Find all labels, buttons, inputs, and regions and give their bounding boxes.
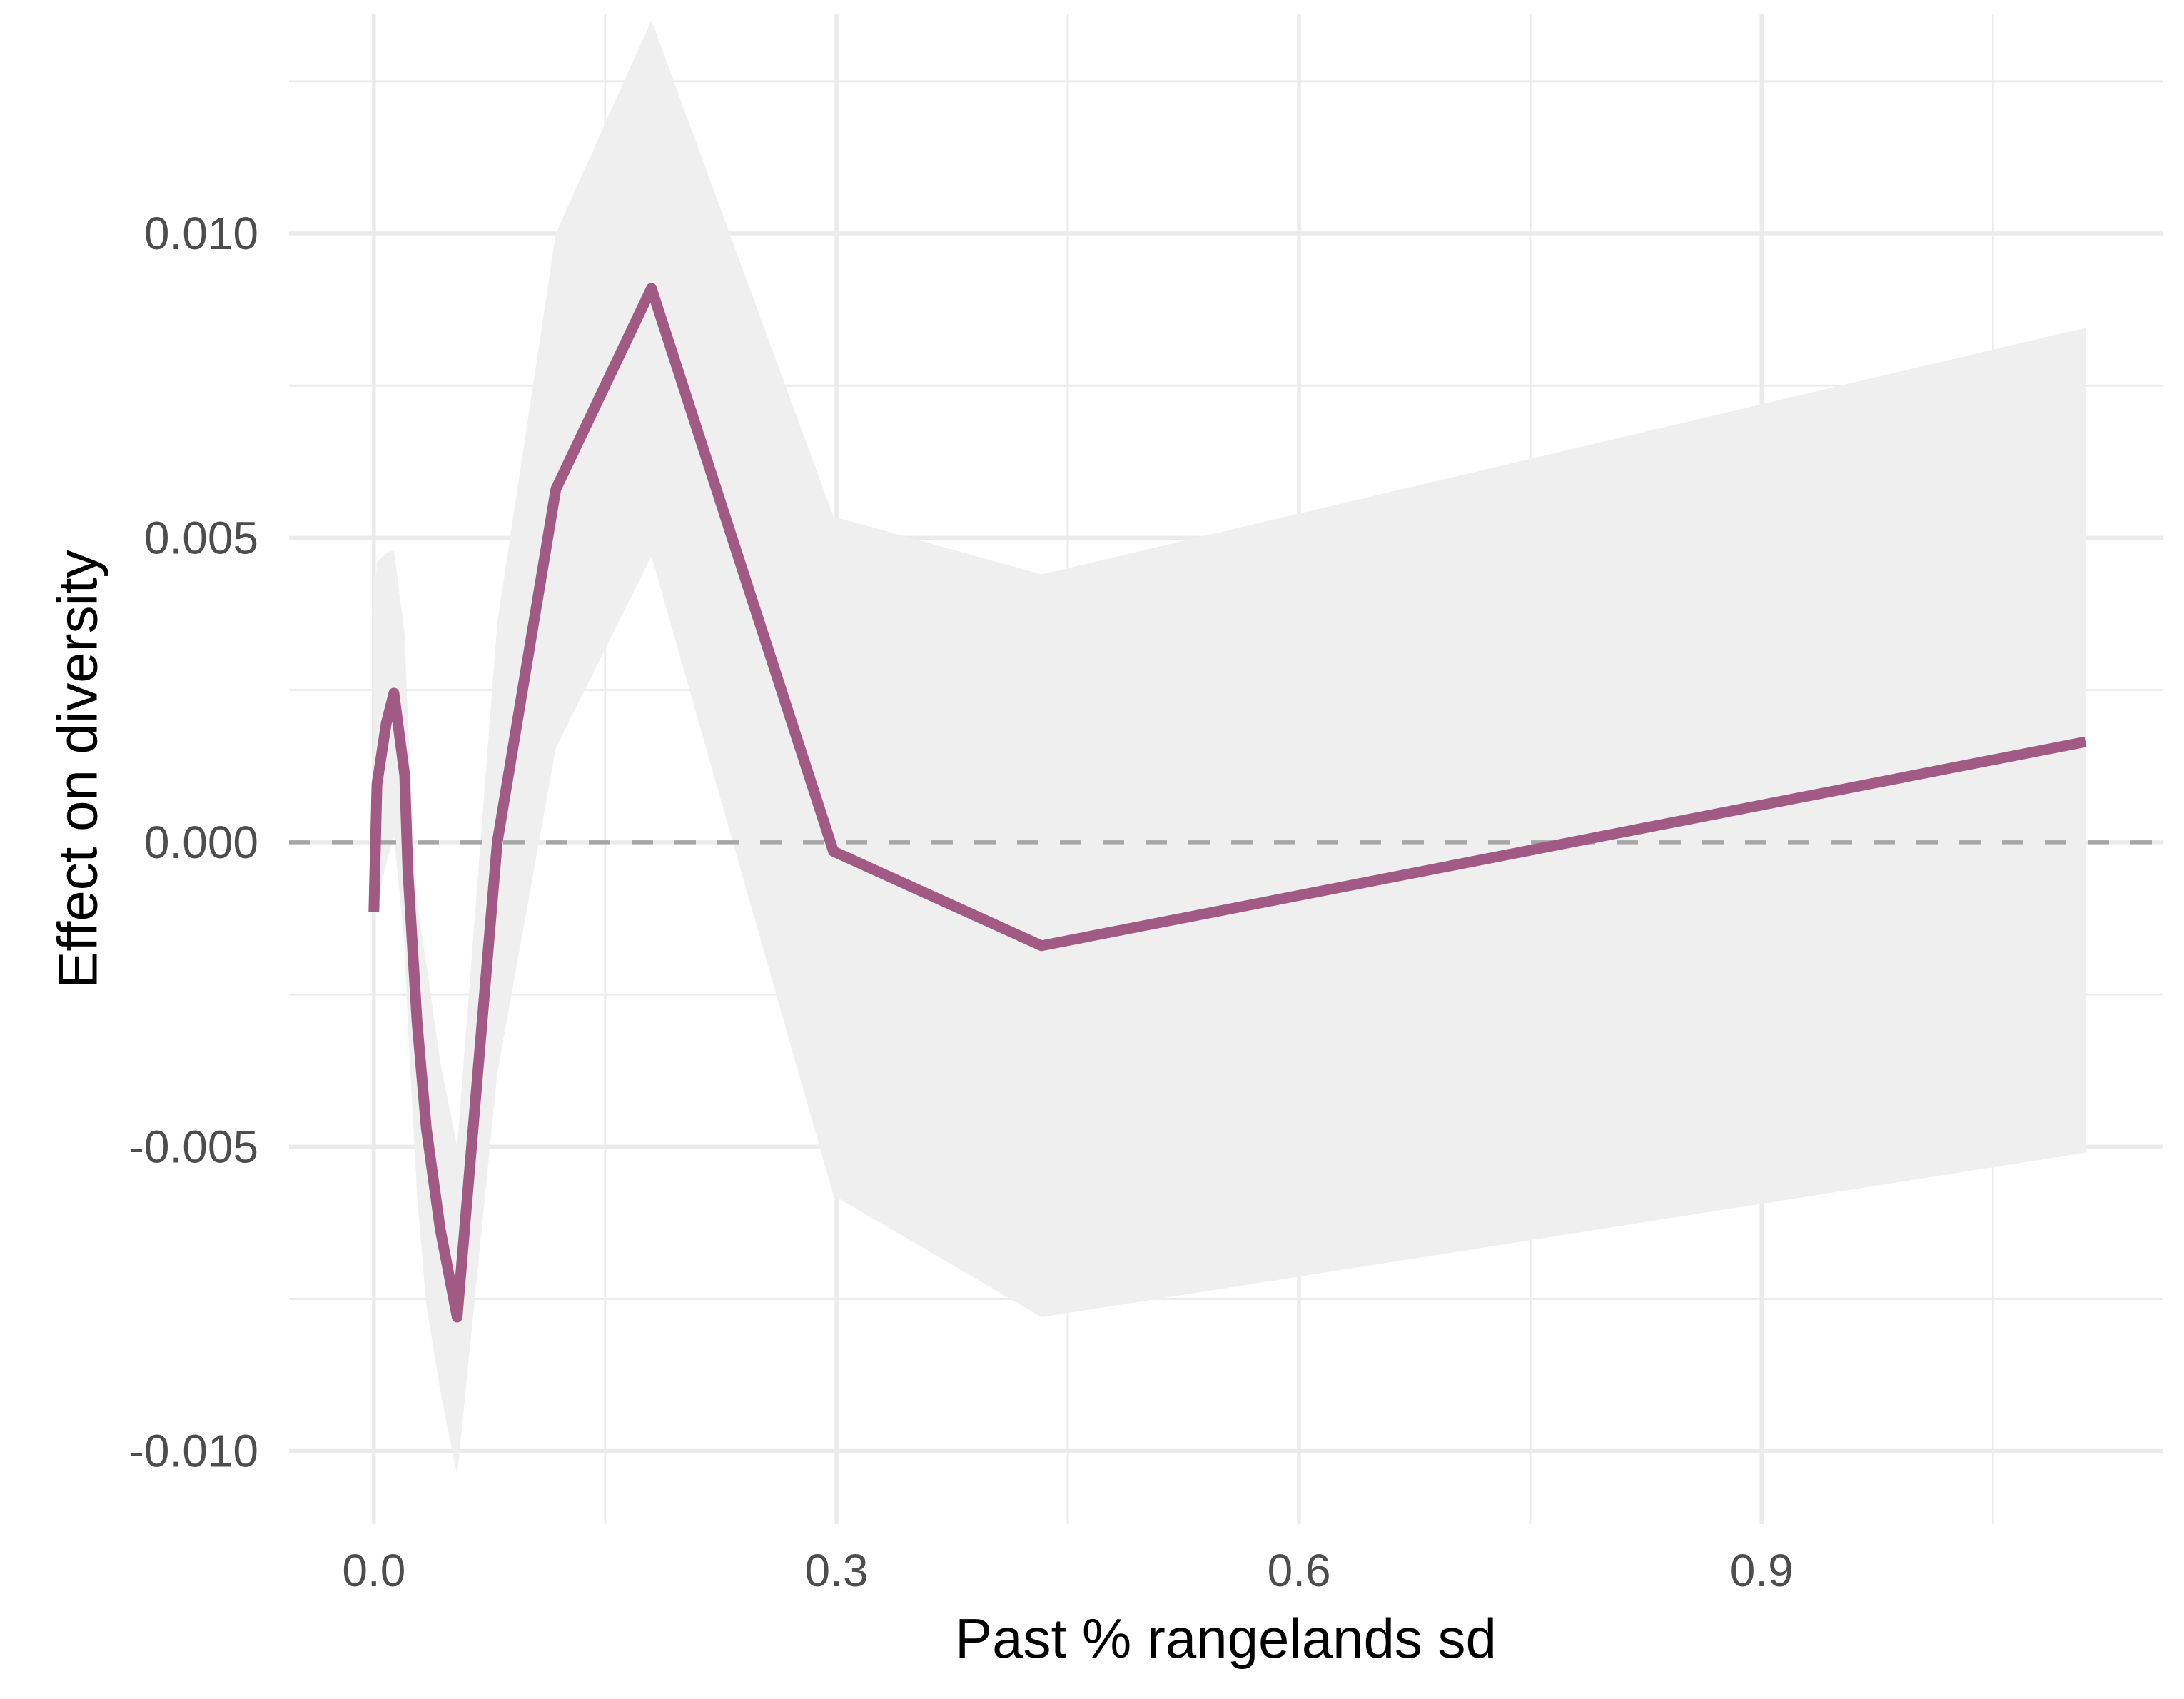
y-tick-label: 0.010: [144, 208, 258, 259]
y-tick-label: 0.005: [144, 512, 258, 563]
x-tick-label: 0.0: [342, 1545, 405, 1596]
x-axis-title: Past % rangelands sd: [955, 1607, 1497, 1670]
confidence-ribbon-layer: [373, 20, 2086, 1476]
x-tick-label: 0.6: [1268, 1545, 1331, 1596]
y-tick-label: 0.000: [144, 817, 258, 868]
y-tick-labels: -0.010 -0.005 0.000 0.005 0.010: [129, 208, 258, 1477]
x-tick-label: 0.3: [804, 1545, 868, 1596]
x-tick-label: 0.9: [1730, 1545, 1794, 1596]
series-line-layer: [368, 283, 2087, 1323]
effect-line: [368, 283, 2087, 1323]
y-tick-label: -0.005: [129, 1121, 258, 1172]
y-axis-title: Effect on diversity: [46, 550, 108, 988]
y-tick-label: -0.010: [129, 1426, 258, 1477]
confidence-ribbon: [373, 20, 2086, 1476]
x-tick-labels: 0.0 0.3 0.6 0.9: [342, 1545, 1793, 1596]
